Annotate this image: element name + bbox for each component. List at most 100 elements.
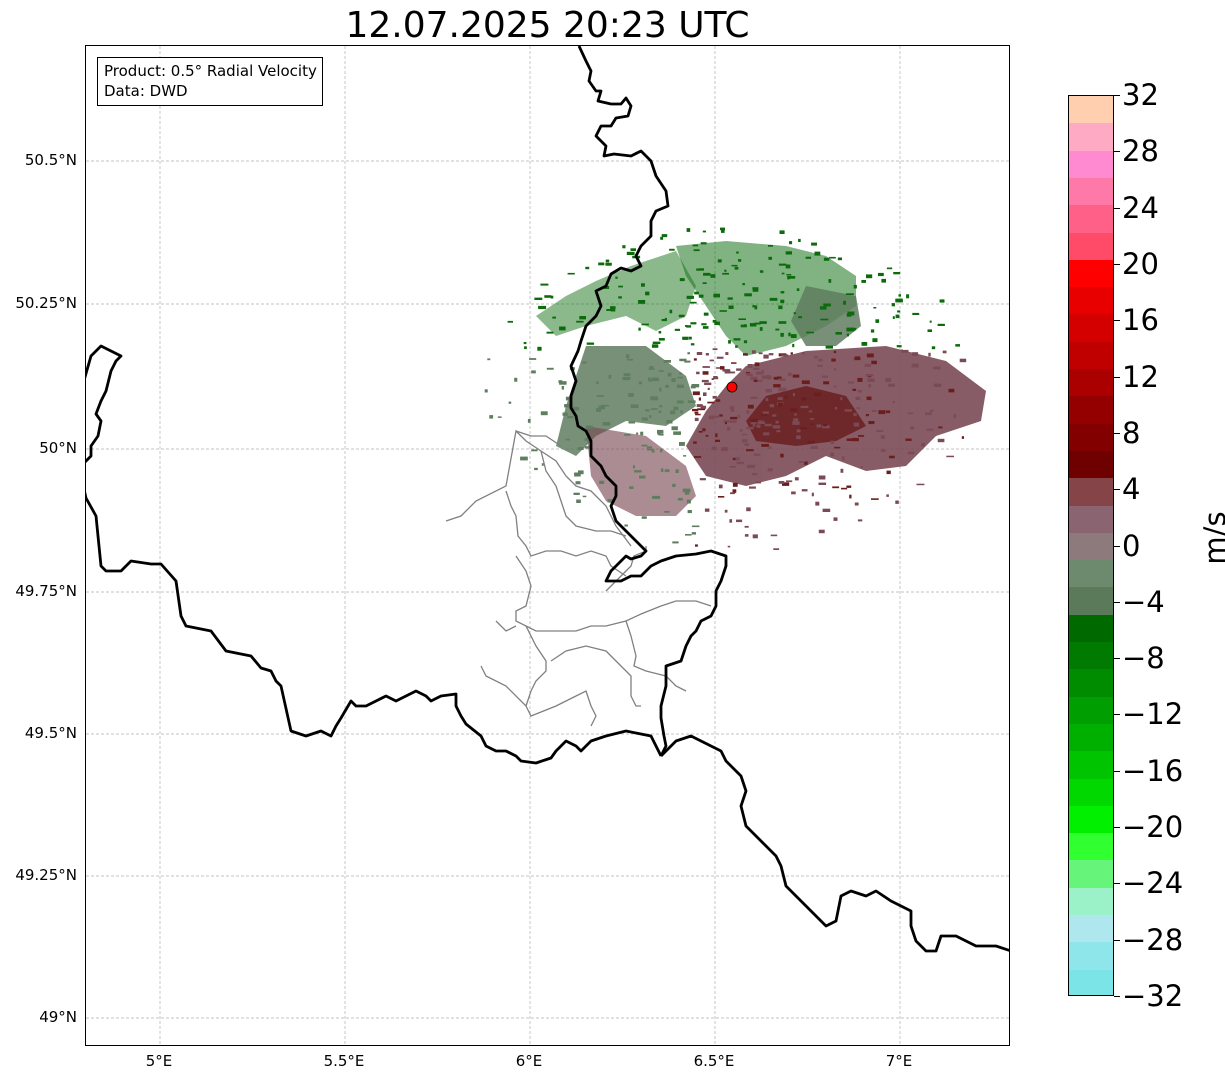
colorbar-swatch xyxy=(1069,669,1113,697)
echo-pixel xyxy=(810,418,815,420)
echo-pixel xyxy=(562,412,568,416)
echo-pixel xyxy=(550,295,554,299)
echo-pixel xyxy=(540,283,549,286)
map-panel[interactable] xyxy=(85,45,1010,1046)
echo-pixel xyxy=(671,410,675,413)
echo-pixel xyxy=(948,388,955,393)
colorbar-tick-mark xyxy=(1114,602,1120,603)
echo-pixel xyxy=(750,376,758,381)
lat-label: 49.75°N xyxy=(15,582,77,600)
colorbar-tick-label: 32 xyxy=(1122,78,1159,112)
echo-pixel xyxy=(558,380,563,384)
echo-pixel xyxy=(712,319,717,323)
echo-pixel xyxy=(618,296,622,299)
colorbar-tick-mark xyxy=(1114,883,1120,884)
echo-pixel xyxy=(888,383,895,387)
echo-pixel xyxy=(514,377,518,382)
echo-pixel xyxy=(829,256,836,259)
echo-pixel xyxy=(538,305,547,310)
echo-pixel xyxy=(666,420,673,424)
echo-pixel xyxy=(692,244,699,247)
echo-pixel xyxy=(765,397,769,402)
echo-pixel xyxy=(660,448,663,453)
echo-pixel xyxy=(750,419,758,422)
echo-pixel xyxy=(694,411,699,414)
echo-pixel xyxy=(901,349,909,353)
echo-pixel xyxy=(733,338,741,341)
echo-pixel xyxy=(641,283,645,287)
lat-label: 49.5°N xyxy=(24,724,77,742)
echo-pixel xyxy=(736,251,739,254)
echo-pixel xyxy=(690,322,697,325)
echo-pixel xyxy=(694,291,699,295)
echo-pixel xyxy=(794,477,799,481)
echo-pixel xyxy=(683,455,687,457)
echo-pixel xyxy=(840,468,844,473)
echo-pixel xyxy=(603,286,610,289)
echo-pixel xyxy=(780,291,785,294)
echo-pixel xyxy=(650,396,658,401)
echo-pixel xyxy=(848,381,854,384)
echo-pixel xyxy=(693,358,697,361)
echo-pixel xyxy=(889,455,895,459)
echo-pixel xyxy=(857,390,863,393)
echo-pixel xyxy=(855,396,861,400)
echo-pixel xyxy=(698,397,701,401)
echo-pixel xyxy=(649,415,652,418)
echo-pixel xyxy=(659,405,663,408)
colorbar-tick-mark xyxy=(1114,827,1120,828)
echo-pixel xyxy=(665,384,669,388)
echo-pixel xyxy=(702,366,710,368)
echo-pixel xyxy=(572,406,580,411)
colorbar-swatch xyxy=(1069,260,1113,287)
echo-pixel xyxy=(905,438,912,441)
echo-pixel xyxy=(689,301,697,304)
info-data-source: Data: DWD xyxy=(104,82,188,100)
colorbar-swatch xyxy=(1069,396,1113,424)
colorbar-tick-mark xyxy=(1114,658,1120,659)
echo-pixel xyxy=(762,411,769,414)
strong-outbound-echo-area xyxy=(746,386,866,446)
echo-pixel xyxy=(704,382,712,385)
echo-pixel xyxy=(747,404,754,409)
echo-pixel xyxy=(739,429,743,432)
echo-pixel xyxy=(575,481,581,485)
echo-pixel xyxy=(610,308,616,312)
echo-pixel xyxy=(816,424,822,428)
echo-pixel xyxy=(508,401,512,404)
echo-pixel xyxy=(688,336,692,340)
echo-pixel xyxy=(622,245,626,249)
echo-pixel xyxy=(489,415,494,419)
echo-pixel xyxy=(679,278,685,282)
echo-pixel xyxy=(792,374,800,378)
echo-pixel xyxy=(747,373,753,376)
echo-pixel xyxy=(860,465,863,469)
echo-pixel xyxy=(598,405,605,410)
echo-pixel xyxy=(669,248,675,251)
echo-pixel xyxy=(730,416,738,420)
echo-pixel xyxy=(764,423,772,427)
echo-pixel xyxy=(961,436,964,439)
colorbar-tick-mark xyxy=(1114,546,1120,547)
echo-pixel xyxy=(610,306,616,309)
echo-pixel xyxy=(861,280,866,283)
colorbar-tick-mark xyxy=(1114,264,1120,265)
echo-pixel xyxy=(692,391,700,396)
echo-pixel xyxy=(523,342,527,345)
colorbar-tick-mark xyxy=(1114,433,1120,434)
colorbar-tick-mark xyxy=(1114,208,1120,209)
echo-pixel xyxy=(658,331,662,334)
echo-pixel xyxy=(582,495,587,498)
echo-pixel xyxy=(773,548,780,550)
echo-pixel xyxy=(673,431,681,435)
echo-pixel xyxy=(743,340,748,344)
echo-pixel xyxy=(671,378,676,382)
echo-pixel xyxy=(738,318,746,320)
echo-pixel xyxy=(651,408,658,410)
echo-pixel xyxy=(758,420,763,424)
colorbar-unit: m/s xyxy=(1198,511,1225,565)
echo-pixel xyxy=(641,444,648,447)
colorbar-swatches xyxy=(1069,96,1113,995)
echo-pixel xyxy=(700,405,707,409)
echo-pixel xyxy=(840,397,843,401)
